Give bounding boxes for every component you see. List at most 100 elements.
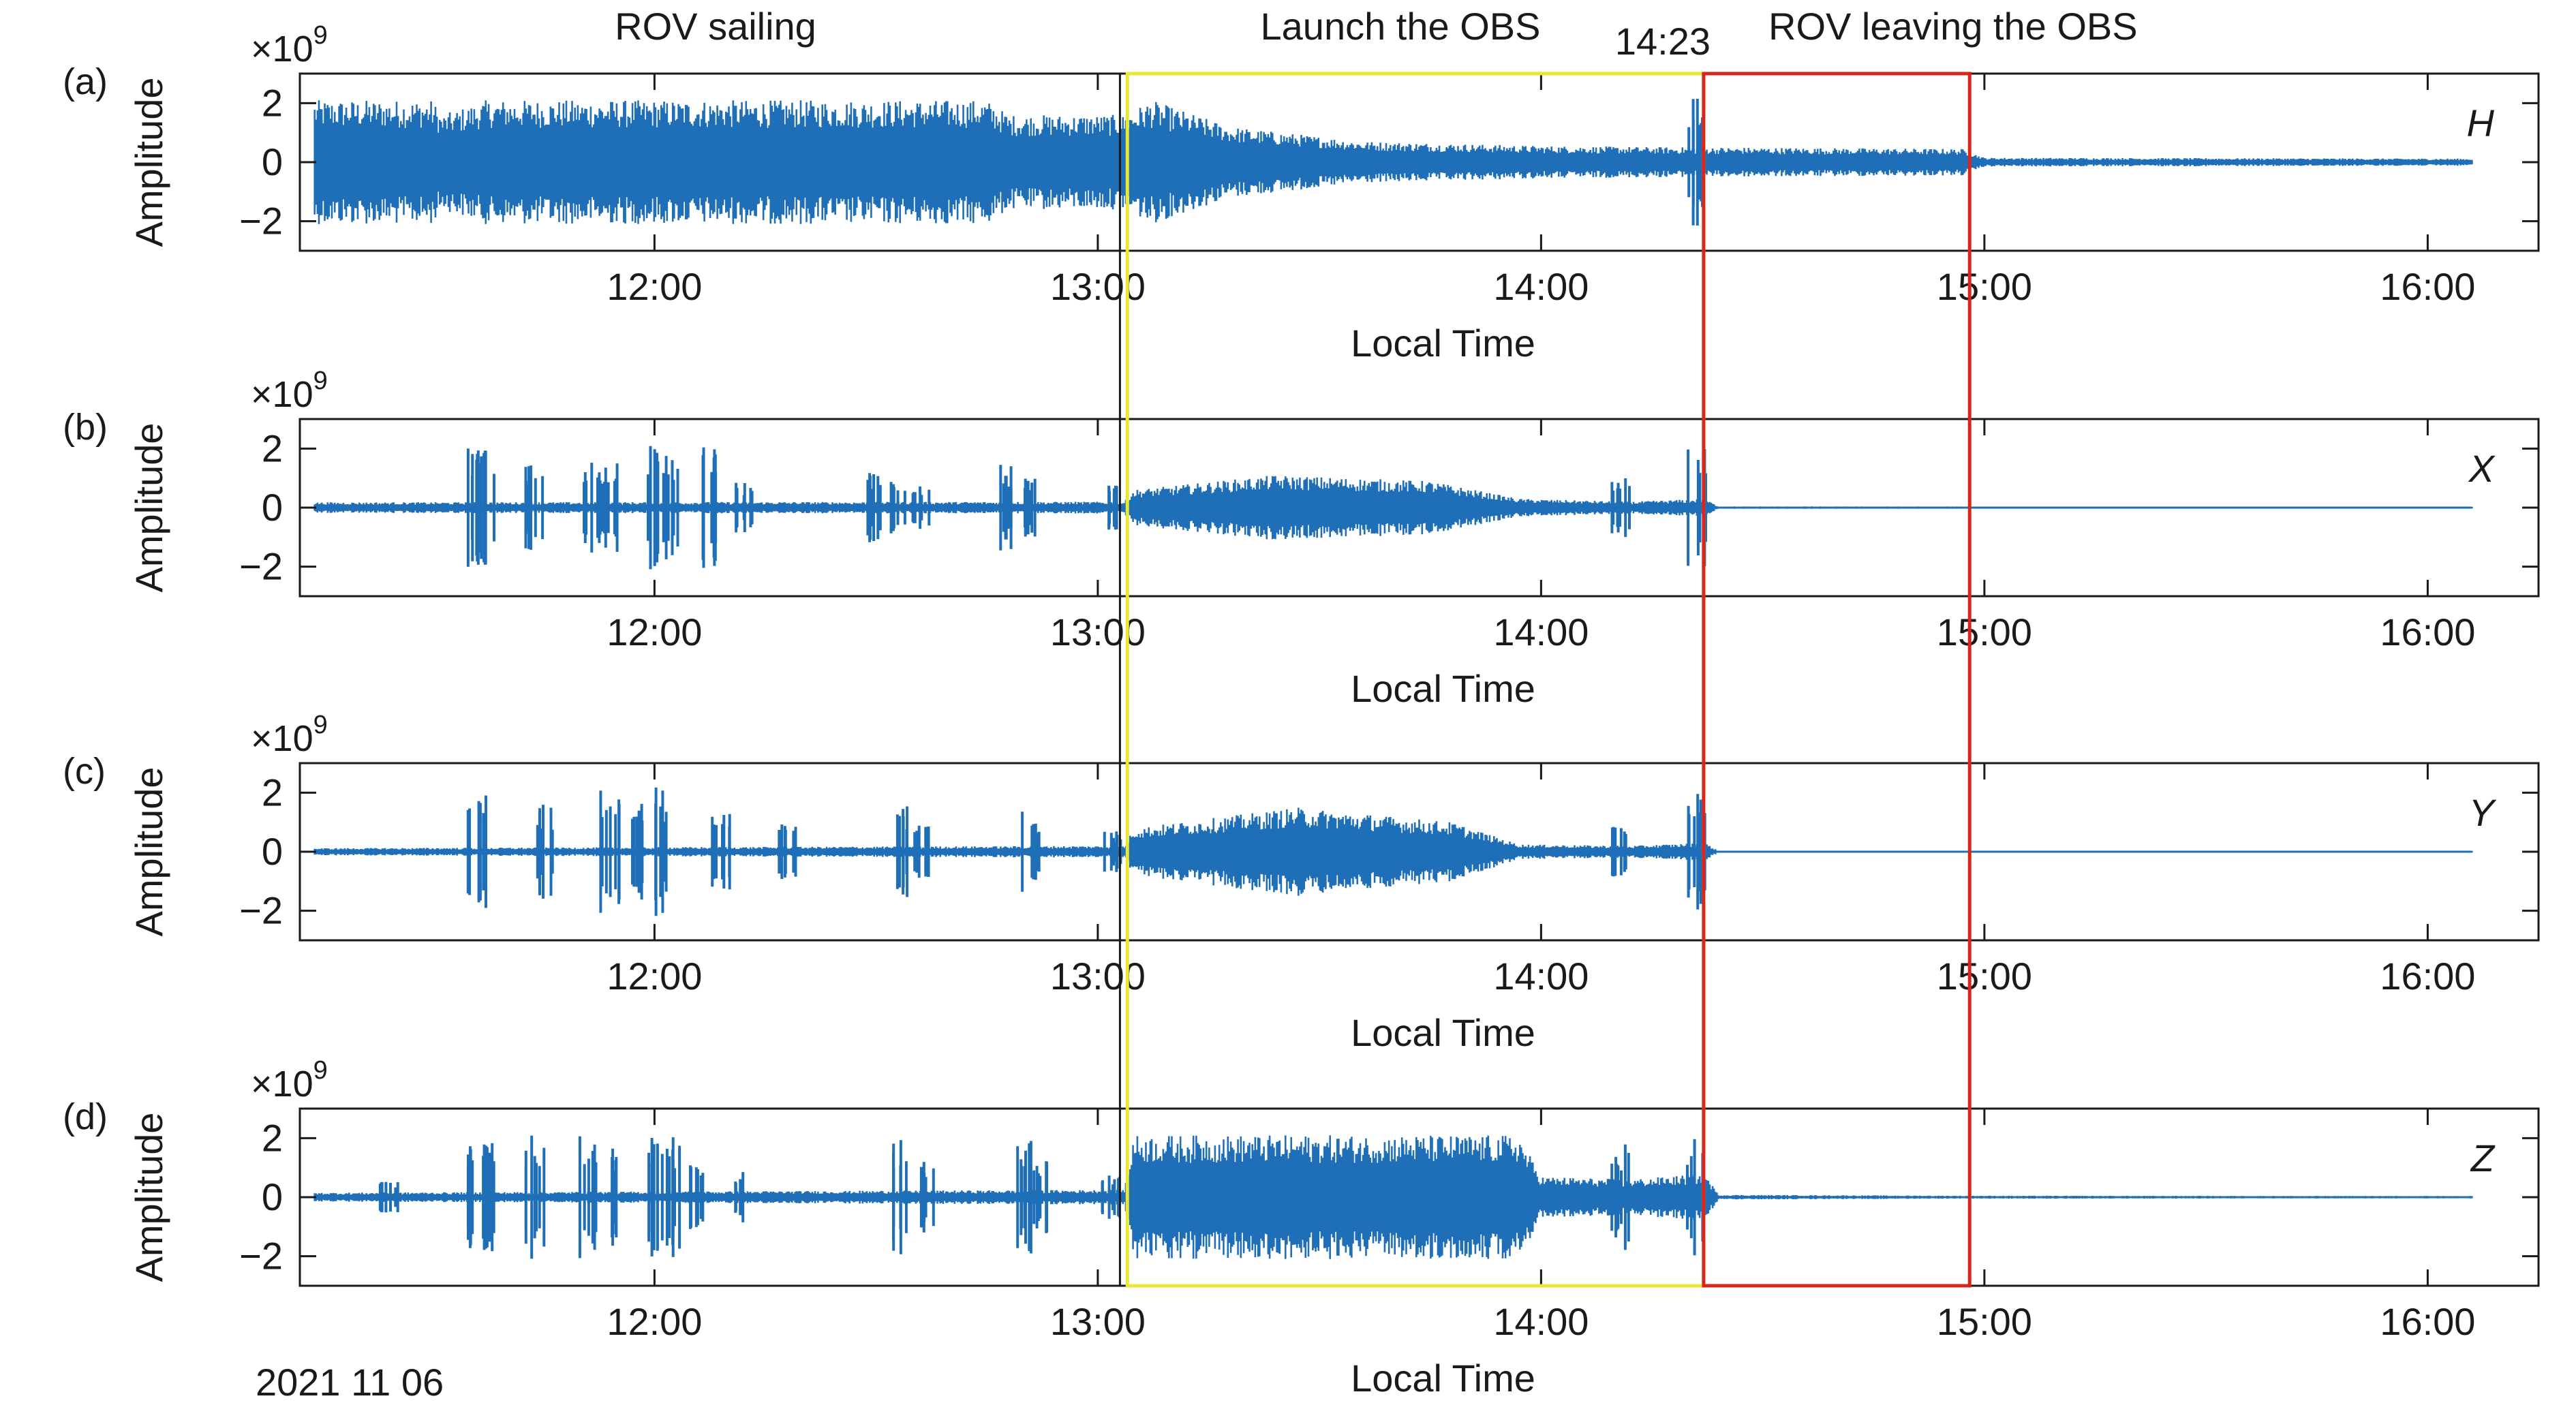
x-axis-title: Local Time bbox=[1351, 322, 1535, 365]
exponent-superscript: 9 bbox=[313, 367, 328, 395]
y-tick-label: 0 bbox=[262, 486, 283, 529]
waveform-burst bbox=[1610, 478, 1631, 538]
waveform-burst bbox=[524, 465, 545, 550]
x-tick-label: 12:00 bbox=[607, 955, 702, 998]
component-label: H bbox=[2467, 102, 2495, 144]
x-tick-label: 15:00 bbox=[1937, 611, 2032, 653]
waveform-burst bbox=[999, 465, 1013, 551]
x-tick-label: 16:00 bbox=[2380, 265, 2475, 308]
exponent-superscript: 9 bbox=[313, 711, 328, 739]
panel-letter: (b) bbox=[63, 407, 108, 448]
waveform-burst bbox=[711, 814, 731, 890]
x-tick-label: 16:00 bbox=[2380, 955, 2475, 998]
waveform-burst bbox=[583, 463, 602, 553]
annotation-rov-sailing: ROV sailing bbox=[615, 5, 816, 48]
exponent-superscript: 9 bbox=[313, 21, 328, 50]
x-axis-title: Local Time bbox=[1351, 1357, 1535, 1400]
waveform-burst bbox=[1611, 827, 1627, 877]
x-tick-label: 16:00 bbox=[2380, 611, 2475, 653]
panel-letter: (c) bbox=[63, 751, 106, 792]
waveform-burst bbox=[1687, 794, 1706, 910]
waveform-burst bbox=[701, 447, 718, 568]
panel-h: 2 0 −2 12:00 13:00 14:00 15:00 16:00 Local Time A… bbox=[63, 21, 2540, 365]
annotation-time-marker: 14:23 bbox=[1615, 20, 1711, 63]
y-axis-title: Amplitude bbox=[127, 767, 170, 936]
waveform-burst bbox=[1024, 478, 1037, 537]
y-tick-label: 2 bbox=[262, 81, 283, 124]
x-tick-label: 14:00 bbox=[1493, 1300, 1589, 1343]
waveform-burst bbox=[735, 482, 754, 533]
waveform-burst bbox=[611, 1148, 618, 1246]
waveform-burst bbox=[866, 473, 882, 542]
panel-z: 2 0 −2 12:00 13:00 14:00 15:00 16:00 Local Time A… bbox=[63, 1056, 2540, 1400]
component-label: Y bbox=[2469, 791, 2497, 834]
waveform-burst bbox=[578, 1136, 598, 1259]
waveform-burst bbox=[482, 1143, 495, 1252]
y-tick-label: 0 bbox=[262, 1175, 283, 1218]
exponent-label: ×109 bbox=[251, 1056, 328, 1105]
x-tick-label: 15:00 bbox=[1937, 955, 2032, 998]
waveform-burst bbox=[1687, 99, 1704, 226]
waveform-burst bbox=[889, 482, 906, 534]
y-tick-label: 2 bbox=[262, 1116, 283, 1159]
waveform-burst bbox=[601, 463, 619, 552]
x-tick-label: 14:00 bbox=[1493, 611, 1589, 653]
waveform-burst bbox=[911, 486, 931, 529]
y-tick-label: −2 bbox=[239, 200, 283, 243]
x-tick-label: 12:00 bbox=[607, 265, 702, 308]
waveform-burst bbox=[1107, 485, 1118, 530]
waveform-burst bbox=[466, 795, 487, 908]
x-tick-label: 13:00 bbox=[1050, 611, 1146, 653]
rov-leaving-interval-box bbox=[1702, 72, 1972, 1288]
panel-letter: (d) bbox=[63, 1096, 108, 1137]
exponent-label: ×109 bbox=[251, 711, 328, 759]
y-axis-title: Amplitude bbox=[127, 1112, 170, 1282]
waveform-burst bbox=[1021, 812, 1041, 892]
panel-y: 2 0 −2 12:00 13:00 14:00 15:00 16:00 Local Time A… bbox=[63, 711, 2540, 1054]
exponent-label: ×109 bbox=[251, 21, 328, 70]
component-label: X bbox=[2468, 447, 2496, 490]
y-tick-label: 2 bbox=[262, 771, 283, 814]
x-tick-label: 12:00 bbox=[607, 1300, 702, 1343]
y-tick-label: 2 bbox=[262, 427, 283, 469]
waveform-burst bbox=[913, 825, 930, 878]
waveform-burst bbox=[665, 1137, 681, 1257]
panel-letter: (a) bbox=[63, 61, 108, 102]
x-tick-label: 13:00 bbox=[1050, 1300, 1146, 1343]
x-tick-label: 13:00 bbox=[1050, 265, 1146, 308]
x-tick-label: 14:00 bbox=[1493, 265, 1589, 308]
waveform-burst bbox=[536, 805, 554, 899]
x-tick-label: 13:00 bbox=[1050, 955, 1146, 998]
x-tick-label: 16:00 bbox=[2380, 1300, 2475, 1343]
annotation-rov-leaving: ROV leaving the OBS bbox=[1768, 5, 2138, 48]
waveform-burst bbox=[475, 450, 495, 565]
x-tick-label: 12:00 bbox=[607, 611, 702, 653]
y-tick-label: 0 bbox=[262, 830, 283, 873]
waveform-burst bbox=[778, 824, 797, 879]
x-axis-title: Local Time bbox=[1351, 667, 1535, 710]
waveform-burst bbox=[378, 1182, 399, 1213]
waveform-burst bbox=[662, 456, 679, 559]
x-tick-label: 15:00 bbox=[1937, 1300, 2032, 1343]
waveform-burst bbox=[919, 1162, 935, 1233]
x-tick-label: 15:00 bbox=[1937, 265, 2032, 308]
panel-x: 2 0 −2 12:00 13:00 14:00 15:00 16:00 Local Time A… bbox=[63, 367, 2540, 710]
y-tick-label: −2 bbox=[239, 889, 283, 932]
x-axis-title: Local Time bbox=[1351, 1011, 1535, 1054]
y-tick-label: 0 bbox=[262, 140, 283, 183]
waveform-burst bbox=[895, 806, 909, 897]
exponent-label: ×109 bbox=[251, 367, 328, 415]
waveform-burst bbox=[631, 803, 644, 900]
date-label: 2021 11 06 bbox=[256, 1361, 444, 1404]
y-tick-label: −2 bbox=[239, 545, 283, 588]
y-axis-title: Amplitude bbox=[127, 77, 170, 247]
waveform-burst bbox=[688, 1165, 705, 1229]
waveform-burst bbox=[1029, 1161, 1049, 1233]
annotation-launch: Launch the OBS bbox=[1261, 5, 1541, 48]
waveform-burst bbox=[654, 787, 668, 916]
waveform-burst bbox=[524, 1135, 546, 1259]
component-label: Z bbox=[2470, 1137, 2496, 1179]
waveform-burst bbox=[1610, 1144, 1630, 1250]
waveform-burst bbox=[734, 1172, 745, 1222]
